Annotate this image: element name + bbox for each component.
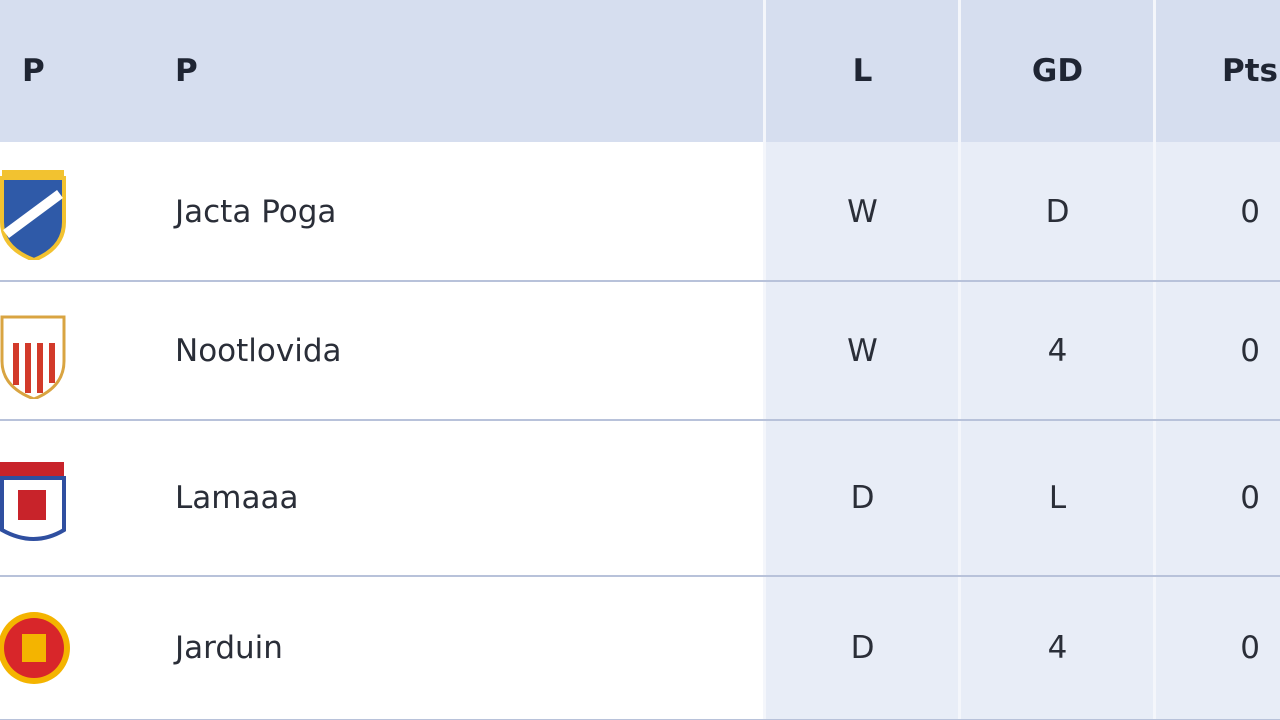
header-cell: L <box>852 53 873 89</box>
header-bg <box>0 0 1280 142</box>
row-cell: Lamaaa <box>175 480 299 516</box>
row-cell: 0 <box>1240 630 1260 666</box>
row-cell: W <box>847 193 878 230</box>
row-cell: Jacta Poga <box>175 193 337 230</box>
header-cell: GD <box>1031 53 1084 89</box>
column-divider <box>958 0 961 720</box>
row-cell: 4 <box>1047 630 1068 666</box>
header-cell: Pts <box>1222 53 1278 89</box>
header-cell: P <box>175 53 198 89</box>
row-cell: D <box>850 480 875 516</box>
stat-columns-bg <box>765 142 1280 720</box>
row-cell: D <box>1045 193 1070 230</box>
column-divider <box>763 0 766 720</box>
row-divider <box>0 280 1280 282</box>
row-cell: 0 <box>1240 480 1260 516</box>
header-cell: P <box>22 53 45 89</box>
team-crest <box>0 612 70 684</box>
row-cell: Nootlovida <box>175 332 342 369</box>
row-cell: 0 <box>1240 332 1260 369</box>
row-cell: Jarduin <box>175 630 283 666</box>
row-cell: D <box>850 630 875 666</box>
row-cell: L <box>1048 480 1067 516</box>
team-crest <box>0 315 66 399</box>
row-cell: 4 <box>1047 332 1068 369</box>
team-crest <box>0 462 66 541</box>
row-divider <box>0 575 1280 577</box>
team-crest <box>0 169 66 260</box>
column-divider <box>1153 0 1156 720</box>
row-cell: 0 <box>1240 193 1260 230</box>
row-divider <box>0 419 1280 421</box>
row-cell: W <box>847 332 878 369</box>
